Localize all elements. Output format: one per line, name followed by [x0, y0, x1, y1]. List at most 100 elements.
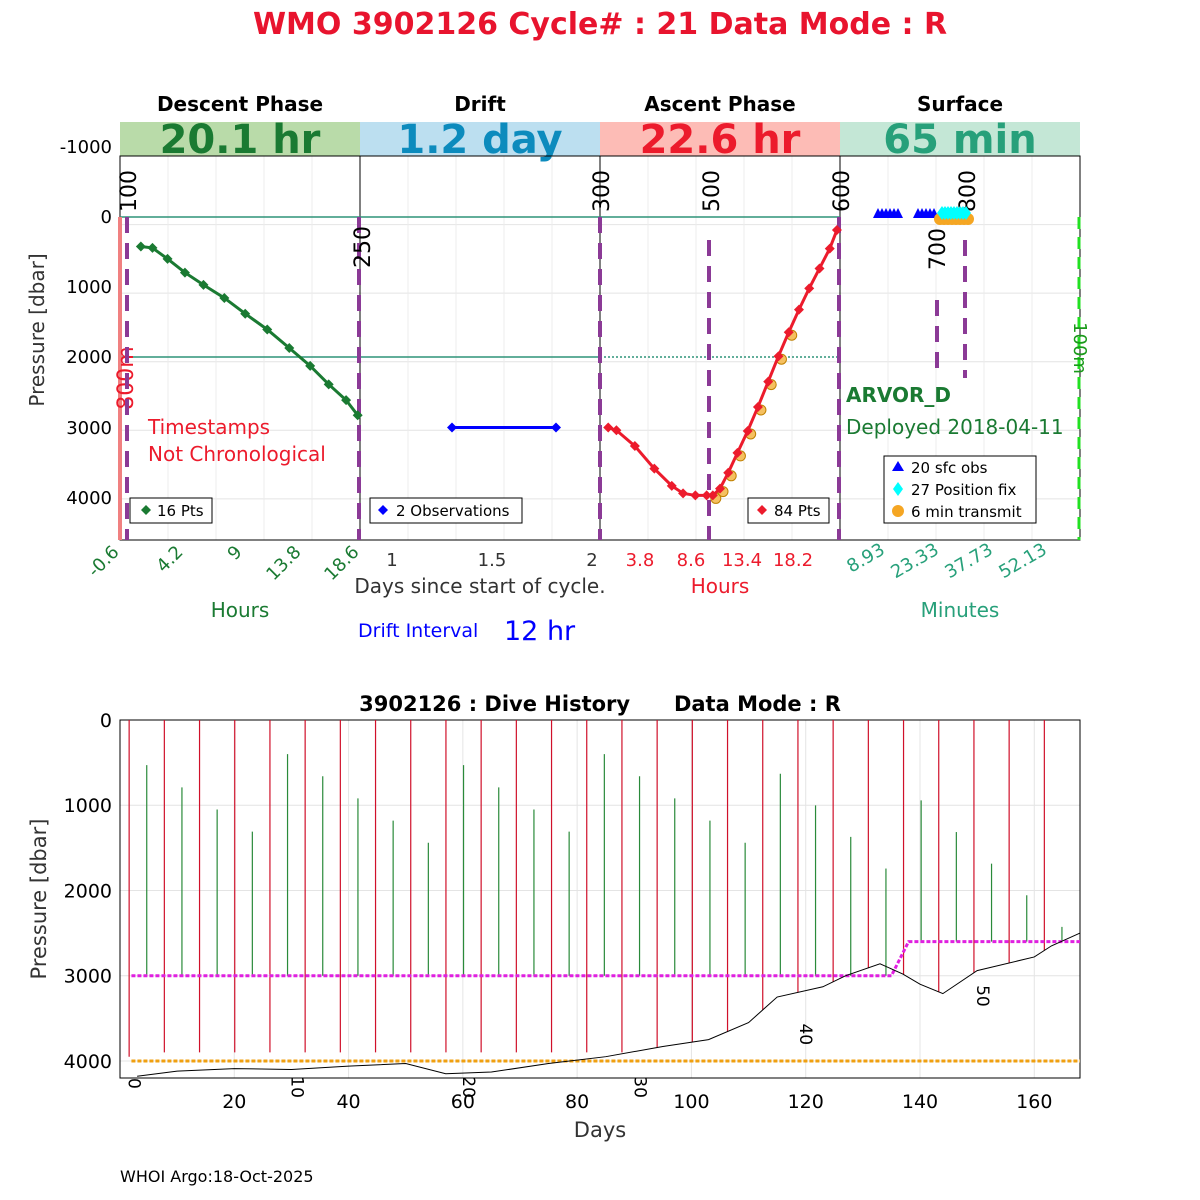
timestamps-warning-line2: Not Chronological [148, 442, 326, 466]
descent-xtick-4: 13.8 [262, 542, 305, 585]
park-pressure-line [131, 940, 1080, 978]
ascent-phase-title: Ascent Phase [644, 92, 795, 116]
bottom-xtick-label: 60 [451, 1091, 475, 1113]
surface-duration-band [840, 122, 1080, 156]
bottom-xtick-label: 100 [673, 1091, 709, 1113]
ascent-point [732, 447, 743, 458]
ascent-duration: 22.6 hr [640, 117, 801, 163]
ytick-top-0: 0 [101, 207, 112, 228]
ascent-point [701, 490, 712, 501]
ascent-point-line [607, 229, 839, 497]
footer-credit: WHOI Argo:18-Oct-2025 [120, 1167, 314, 1186]
surface-xtick-4: 52.13 [995, 539, 1050, 583]
drift-xtick-1: 1 [386, 550, 397, 571]
bottom-xtick-label: 120 [788, 1091, 824, 1113]
ascent-xtick-1: 3.8 [626, 550, 655, 571]
descent-point [240, 308, 251, 319]
bottom-xtick-label: 40 [336, 1091, 360, 1113]
surface-x-axis-label: Minutes [921, 598, 1000, 622]
sfc-obs-marker [893, 208, 903, 218]
descent-point-line [140, 245, 359, 417]
surface-phase-title: Surface [917, 92, 1003, 116]
position-fix-legend-marker [893, 482, 903, 496]
drift-interval-label: Drift Interval [358, 620, 478, 642]
descent-legend-label: 16 Pts [157, 502, 204, 520]
drift-x-axis-label: Days since start of cycle. [354, 574, 605, 598]
marker-label-100: 100 [117, 170, 142, 212]
ascent-point [742, 425, 753, 436]
top-y-axis-label: Pressure [dbar] [25, 253, 49, 406]
drift-point [447, 422, 457, 433]
ascent-xtick-2: 8.6 [677, 550, 706, 571]
ytick-top-neg1000: -1000 [60, 137, 112, 158]
bottom-xtick-label: 160 [1016, 1091, 1052, 1113]
drift-point [551, 422, 561, 433]
marker-label-300: 300 [590, 170, 615, 212]
ascent-xtick-4: 18.2 [773, 550, 813, 571]
bottom-y-axis-label: Pressure [dbar] [27, 819, 51, 980]
descent-point [341, 395, 352, 406]
position-fix-legend-label: 27 Position fix [911, 481, 1016, 499]
drift-legend-label: 2 Observations [396, 502, 510, 520]
descent-xtick-3: 9 [224, 542, 247, 565]
drift-legend-marker [378, 505, 388, 515]
position-fix-marker [961, 206, 971, 220]
bottom-pressure-line [137, 932, 1081, 1077]
ascent-point [723, 467, 734, 478]
ascent-point [649, 463, 660, 474]
descent-point [219, 292, 230, 303]
ascent-point [678, 488, 689, 499]
descent-point [147, 242, 158, 253]
drift-phase-title: Drift [454, 92, 506, 116]
ascent-point [603, 422, 614, 433]
bottom-ytick-label: 0 [100, 710, 112, 732]
descent-xtick-2: 4.2 [152, 542, 187, 577]
ascent-duration-band [600, 122, 840, 156]
drift-xtick-2: 1.5 [478, 550, 507, 571]
marker-label-250: 250 [351, 226, 376, 268]
left-depth-bar [118, 217, 122, 540]
marker-label-800: 800 [956, 170, 981, 212]
descent-point [135, 241, 146, 252]
ascent-point [793, 304, 804, 315]
float-type: ARVOR_D [846, 383, 951, 407]
ascent-legend: 84 Pts [747, 497, 830, 524]
descent-phase-title: Descent Phase [157, 92, 323, 116]
marker-label-600: 600 [830, 170, 855, 212]
bottom-xtick-label: 20 [222, 1091, 246, 1113]
ytick-top-1000: 1000 [66, 277, 112, 298]
descent-point [352, 410, 363, 421]
timestamps-warning-line1: Timestamps [147, 415, 270, 439]
cycle-number-label: 20 [458, 1076, 478, 1098]
surface-xtick-2: 23.33 [887, 539, 942, 583]
bottom-ytick-label: 1000 [64, 795, 112, 817]
ascent-xtick-3: 13.4 [722, 550, 762, 571]
drift-interval-value: 12 hr [504, 616, 576, 647]
drift-duration: 1.2 day [397, 117, 562, 163]
ascent-legend-marker [757, 505, 767, 515]
ascent-point [666, 480, 677, 491]
bottom-panel: 3902126 : Dive History Data Mode : R 0 10… [27, 692, 1081, 1142]
ascent-legend-label: 84 Pts [774, 502, 821, 520]
descent-point [323, 379, 334, 390]
descent-legend-marker [141, 505, 151, 515]
descent-x-axis-label: Hours [211, 598, 270, 622]
ascent-point [824, 243, 835, 254]
surface-observations [873, 206, 974, 225]
bottom-ytick-label: 3000 [64, 966, 112, 988]
right-depth-label: 100m [1069, 322, 1090, 374]
ascent-point [831, 225, 842, 236]
drift-legend: 2 Observations [369, 497, 523, 524]
ytick-top-4000: 4000 [66, 488, 112, 509]
descent-point [284, 343, 295, 353]
sfc-obs-legend-marker [892, 461, 904, 471]
cycle-number-label: 30 [629, 1076, 649, 1098]
bottom-ytick-label: 4000 [64, 1051, 112, 1073]
bottom-x-axis-label: Days [574, 1118, 626, 1142]
ascent-point [804, 283, 815, 294]
ascent-point [715, 483, 725, 494]
cycle-number-label: 0 [124, 1078, 144, 1089]
marker-label-700: 700 [926, 228, 951, 270]
ascent-point [611, 425, 622, 436]
